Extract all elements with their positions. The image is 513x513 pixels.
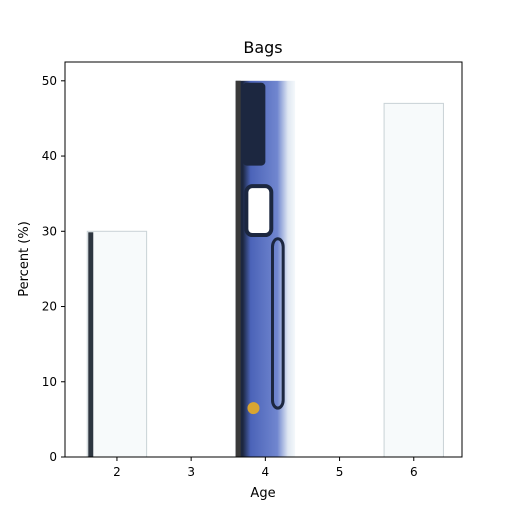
x-tick-label-6: 6: [410, 465, 418, 479]
y-tick-label-50: 50: [42, 74, 57, 88]
plot-frame: [64, 61, 463, 458]
y-tick-label-10: 10: [42, 375, 57, 389]
bag-buckle: [247, 402, 260, 415]
bag-side-shadow: [88, 232, 94, 457]
bar-2: [86, 230, 148, 458]
bars-group: [86, 80, 444, 458]
y-tick-label-0: 0: [49, 450, 57, 464]
x-axis-label: Age: [250, 486, 275, 501]
y-tick-label-30: 30: [42, 224, 57, 238]
x-tick-label-2: 2: [113, 465, 121, 479]
chart-title: Bags: [243, 38, 282, 57]
bar-body: [383, 102, 444, 458]
bag-clasp: [244, 184, 274, 238]
y-axis-label: Percent (%): [17, 221, 32, 297]
bag-handle-loop: [270, 237, 285, 410]
bar-body: [86, 230, 148, 458]
bag-strap-top: [242, 82, 266, 166]
axes-group: 2 3 4 5 6 0 10 20 30 40 50: [42, 61, 463, 479]
bag-left-edge: [235, 80, 241, 458]
bar-4: [235, 80, 296, 458]
x-tick-label-3: 3: [187, 465, 195, 479]
y-tick-label-20: 20: [42, 300, 57, 314]
bar-6: [383, 102, 444, 458]
x-tick-label-4: 4: [262, 465, 270, 479]
x-tick-label-5: 5: [336, 465, 344, 479]
y-tick-label-40: 40: [42, 149, 57, 163]
